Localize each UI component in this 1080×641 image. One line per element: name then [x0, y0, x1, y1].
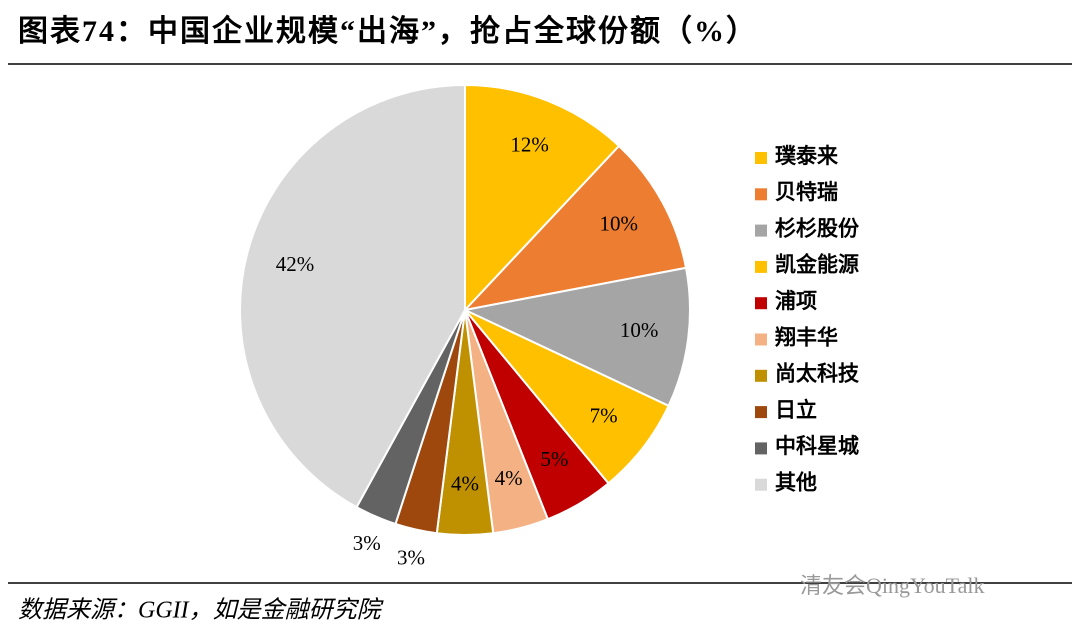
- pie-slice: [464, 83, 621, 313]
- legend-swatch: [755, 260, 767, 273]
- legend-swatch: [755, 406, 767, 419]
- data-label: 4%: [451, 471, 479, 495]
- legend-label: 璞泰来: [775, 144, 839, 168]
- pie-slice: [461, 266, 691, 408]
- legend-swatch: [755, 333, 767, 346]
- watermark: 清友会QingYouTalk: [800, 573, 984, 598]
- legend-swatch: [755, 297, 767, 310]
- data-label: 4%: [495, 466, 523, 490]
- legend-label: 尚太科技: [775, 362, 860, 386]
- data-label: 7%: [590, 403, 618, 427]
- data-label: 10%: [600, 211, 639, 235]
- legend-swatch: [755, 478, 767, 491]
- legend-swatch: [755, 152, 767, 164]
- legend-label: 贝特瑞: [775, 180, 838, 204]
- legend-swatch: [755, 188, 767, 201]
- legend-label: 日立: [775, 398, 817, 422]
- legend-label: 浦项: [775, 289, 817, 313]
- chart-title: 图表74：中国企业规模“出海”，抢占全球份额（%）: [18, 14, 758, 48]
- data-label: 42%: [276, 252, 315, 276]
- data-label: 5%: [540, 447, 568, 471]
- legend-label: 杉杉股份: [775, 216, 860, 240]
- data-label: 10%: [620, 318, 659, 342]
- pie-slice: [462, 144, 688, 312]
- legend-swatch: [755, 224, 767, 237]
- data-label: 12%: [510, 133, 549, 157]
- legend-swatch: [755, 369, 767, 382]
- source: 数据来源：GGII，如是金融研究院: [18, 597, 385, 624]
- legend-label: 凯金能源: [775, 253, 859, 277]
- legend-label: 其他: [775, 471, 817, 495]
- pie-slice: [239, 83, 466, 509]
- legend-label: 中科星城: [775, 434, 859, 458]
- legend-swatch: [755, 442, 767, 455]
- legend-label: 翔丰华: [775, 325, 838, 349]
- data-label: 3%: [397, 545, 425, 569]
- data-label: 3%: [353, 531, 381, 555]
